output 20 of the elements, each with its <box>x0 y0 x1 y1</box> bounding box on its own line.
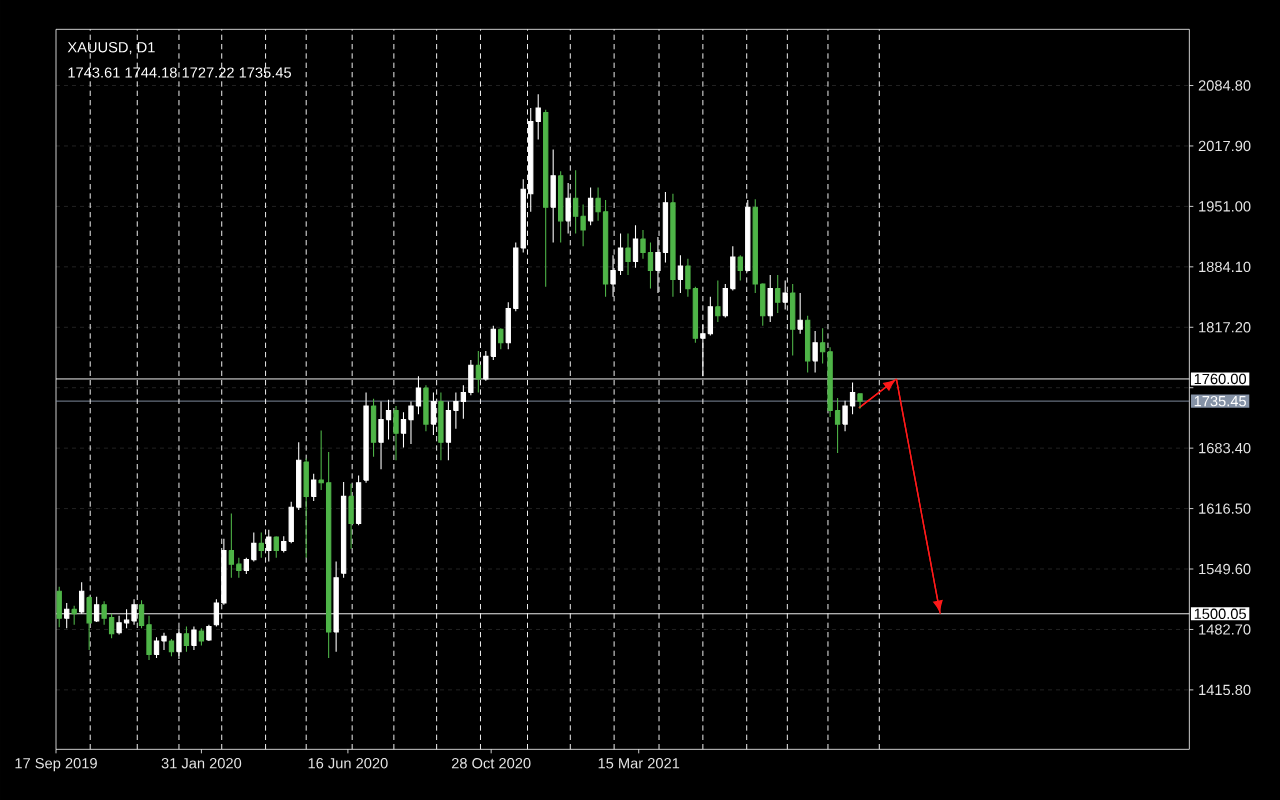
y-tick-label: 1415.80 <box>1199 684 1251 696</box>
y-tick-label: 2084.80 <box>1198 80 1251 91</box>
ref-line-label: 1500.05 <box>1194 608 1246 619</box>
y-tick-label: 1884.10 <box>1199 261 1251 273</box>
y-tick-label: 2017.90 <box>1198 140 1251 152</box>
text: 1743.61 1744.18 1727.22 1735.45 <box>68 67 291 78</box>
y-tick-label: 1817.20 <box>1199 322 1251 333</box>
x-tick-label: 28 Oct 2020 <box>451 758 531 769</box>
y-tick-label: 1616.50 <box>1199 503 1251 514</box>
y-tick-label: 1683.40 <box>1199 442 1251 454</box>
x-tick-label: 31 Jan 2020 <box>161 758 242 769</box>
y-tick-label: 1482.70 <box>1199 624 1251 635</box>
y-tick-label: 1951.00 <box>1199 201 1251 212</box>
ref-line-label: 1735.45 <box>1194 395 1246 407</box>
x-tick-label: 16 Jun 2020 <box>308 758 388 769</box>
ref-line-label: 1760.00 <box>1194 373 1247 385</box>
x-tick-label: 17 Sep 2019 <box>15 758 97 772</box>
x-tick-label: 15 Mar 2021 <box>598 758 680 769</box>
text: XAUUSD, D1 <box>67 42 155 55</box>
y-tick-label: 1549.60 <box>1199 563 1251 575</box>
